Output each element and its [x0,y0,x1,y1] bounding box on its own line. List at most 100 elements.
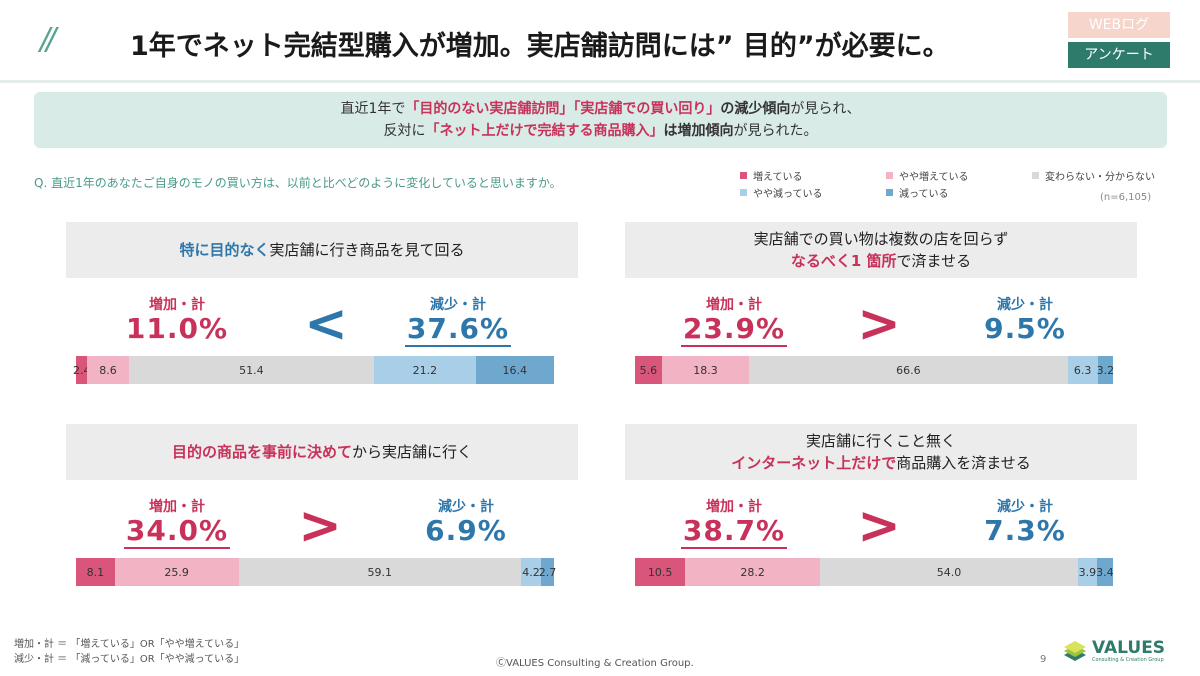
panel-title: 実店舗に行くこと無く インターネット上だけで商品購入を済ませる [625,424,1137,480]
comparison-sign: > [298,496,342,556]
panel-title-text: 実店舗に行くこと無く [805,432,956,450]
panel-title-highlight: 目的の商品を事前に決めて [171,443,352,461]
panel-title-text: 実店舗での買い物は複数の店を回らず [753,230,1009,248]
bar-value-label: 3.2 [1096,363,1115,377]
chart-panel-1: 特に目的なく実店舗に行き商品を見て回る 増加・計 11.0% < 減少・計 37… [66,222,578,407]
summary-text: 反対に [383,123,426,139]
decrease-total-value: 9.5% [950,312,1100,345]
bar-segment: 18.3 [661,356,750,384]
summary-line-2: 反対に「ネット上だけで完結する商品購入」は増加傾向が見られた。 [34,120,1167,142]
legend-label: 減っている [899,189,949,200]
legend-label: やや減っている [753,189,823,200]
bar-value-label: 25.9 [164,565,189,579]
logo-mark-icon [1064,640,1086,661]
bar-segment: 3.4 [1096,558,1114,586]
header-divider [0,80,1200,83]
panel-title: 目的の商品を事前に決めてから実店舗に行く [66,424,578,480]
bar-segment: 2.7 [538,558,557,586]
page-title: 1年でネット完結型購入が増加。実店舗訪問には” 目的”が必要に。 [130,31,950,62]
bar-segment: 4.2 [520,558,542,586]
panel-title: 特に目的なく実店舗に行き商品を見て回る [66,222,578,278]
summary-text: が見られた。 [733,123,818,139]
legend: 増えている やや増えている 変わらない・分からない やや減っている 減っている [740,168,1170,204]
panel-title-text: で済ませる [896,252,972,270]
bar-segment: 8.6 [87,356,129,384]
increase-total-value: 34.0% [102,514,252,549]
legend-swatch [886,172,893,179]
legend-label: やや増えている [899,172,969,183]
increase-total-label: 増加・計 [149,297,205,313]
decrease-total-label: 減少・計 [997,297,1053,313]
panel-title-line-2: インターネット上だけで商品購入を済ませる [731,452,1031,474]
panel-title-highlight: 特に目的なく [179,241,270,259]
bar-value-label: 2.7 [538,565,557,579]
panel-title-line-2: なるべく1 箇所で済ませる [754,250,1009,272]
summary-highlight: 「目的のない実店舗訪問」「実店舗での買い回り」 [405,101,721,117]
header: // 1年でネット完結型購入が増加。実店舗訪問には” 目的”が必要に。 WEBロ… [0,0,1200,80]
bar-segment: 51.4 [128,356,375,384]
increase-total-value: 23.9% [659,312,809,347]
bar-segment: 10.5 [635,558,686,586]
decrease-total-number: 6.9% [425,514,507,547]
decrease-total-number: 9.5% [984,312,1066,345]
bar-value-label: 18.3 [693,363,718,377]
summary-line-1: 直近1年で「目的のない実店舗訪問」「実店舗での買い回り」の減少傾向が見られ、 [34,98,1167,120]
bar-value-label: 10.5 [647,565,673,579]
bar-value-label: 28.2 [740,565,765,579]
decrease-total-number: 37.6% [404,312,512,347]
bar-segment: 3.9 [1078,558,1097,586]
bar-value-label: 4.2 [522,565,540,579]
panel-title: 実店舗での買い物は複数の店を回らず なるべく1 箇所で済ませる [625,222,1137,278]
decrease-total-label: 減少・計 [438,499,494,515]
increase-total-label: 増加・計 [706,297,762,313]
decrease-total-value: 6.9% [391,514,541,547]
decrease-total-value: 37.6% [383,312,533,347]
weblog-tag: WEBログ [1068,12,1170,38]
values-logo: VALUES Consulting & Creation Group [1062,640,1165,663]
sample-size: (n=6,105) [1100,192,1152,203]
logo-text: VALUES [1092,638,1166,658]
comparison-sign: > [857,496,901,556]
summary-box: 直近1年で「目的のない実店舗訪問」「実店舗での買い回り」の減少傾向が見られ、 反… [34,92,1167,148]
logo-subtext: Consulting & Creation Group [1092,657,1164,663]
legend-item: 減っている [886,185,949,200]
bar-segment: 3.2 [1096,356,1115,384]
panel-title-line-1: 実店舗での買い物は複数の店を回らず [754,228,1009,250]
bar-value-label: 54.0 [936,565,962,579]
slash-mark: // [40,22,56,57]
bar-segment: 21.2 [374,356,476,384]
bar-value-label: 59.1 [367,565,392,579]
decrease-total-label: 減少・計 [430,297,486,313]
summary-bold: の減少傾向 [720,101,791,117]
bar-value-label: 3.9 [1078,565,1097,579]
increase-total-label: 増加・計 [706,499,762,515]
chart-panel-2: 実店舗での買い物は複数の店を回らず なるべく1 箇所で済ませる 増加・計 23.… [625,222,1137,407]
stacked-bar: 5.6 18.3 66.6 6.3 3.2 [635,356,1115,384]
stacked-bar: 10.5 28.2 54.0 3.9 3.4 [635,558,1114,586]
panel-title-line-1: 実店舗に行くこと無く [731,430,1031,452]
decrease-total-label: 減少・計 [997,499,1053,515]
bar-segment: 54.0 [819,558,1079,586]
comparison-sign: < [304,294,348,354]
legend-item: 変わらない・分からない [1032,168,1155,183]
bar-value-label: 3.4 [1096,565,1114,579]
bar-segment: 28.2 [685,558,820,586]
bar-value-label: 51.4 [239,363,264,377]
definition-note: 増加・計 ＝ 「増えている」OR「やや増えている」 減少・計 ＝ 「減っている」… [14,637,244,667]
increase-total-label: 増加・計 [149,499,205,515]
bar-value-label: 8.6 [99,363,117,377]
panel-title-text: 実店舗に行き商品を見て回る [269,241,465,259]
page-number: 9 [1040,654,1047,665]
bar-value-label: 6.3 [1073,363,1092,377]
bar-segment: 59.1 [238,558,521,586]
bar-segment: 25.9 [114,558,239,586]
legend-swatch [886,189,893,196]
summary-text: 直近1年で [340,101,406,117]
survey-question: Q. 直近1年のあなたご自身のモノの買い方は、以前と比べどのように変化していると… [34,176,562,190]
increase-total-number: 23.9% [680,312,788,347]
bar-segment: 2.4 [73,356,90,384]
copyright: ⒸVALUES Consulting & Creation Group. [496,658,694,669]
increase-total-value: 11.0% [102,312,252,345]
definition-increase: 増加・計 ＝ 「増えている」OR「やや増えている」 [14,639,245,650]
chart-panel-3: 目的の商品を事前に決めてから実店舗に行く 増加・計 34.0% > 減少・計 6… [66,424,578,609]
